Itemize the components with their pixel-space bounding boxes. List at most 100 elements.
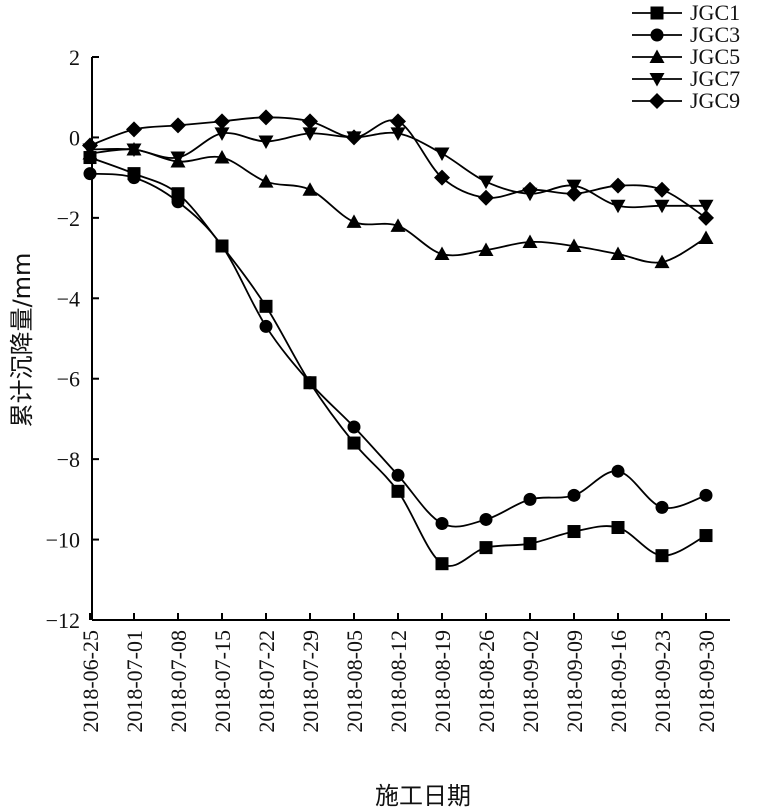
y-tick-label: 2	[69, 45, 80, 70]
point-jgc9-5	[302, 113, 318, 130]
legend-label-jgc7: JGC7	[690, 66, 740, 91]
y-tick-label: −2	[57, 206, 80, 231]
point-jgc1-9	[479, 541, 493, 555]
x-axis-title: 施工日期	[375, 782, 471, 810]
y-tick-label: −12	[46, 608, 80, 633]
y-axis-title: 累计沉降量/mm	[8, 253, 36, 428]
x-tick-label: 2018-09-30	[694, 630, 719, 733]
y-tick-label: −4	[57, 286, 80, 311]
y-tick-label: −6	[57, 367, 80, 392]
point-jgc9-12	[610, 177, 626, 194]
point-jgc3-1	[127, 171, 141, 185]
point-jgc7-5	[302, 127, 318, 141]
legend-label-jgc9: JGC9	[690, 88, 740, 113]
point-jgc3-10	[523, 492, 537, 506]
point-jgc3-3	[215, 239, 229, 253]
point-jgc7-12	[610, 199, 626, 214]
legend-item-jgc5: JGC5	[632, 44, 740, 69]
series-jgc1	[83, 151, 713, 571]
point-jgc1-8	[435, 557, 449, 571]
point-jgc5-9	[478, 242, 494, 257]
legend-item-jgc9: JGC9	[632, 88, 740, 113]
x-tick-label: 2018-09-02	[518, 630, 543, 733]
point-jgc3-0	[83, 167, 97, 181]
x-tick-label: 2018-07-15	[210, 630, 235, 733]
point-jgc9-7	[390, 113, 406, 130]
legend-item-jgc1: JGC1	[632, 0, 740, 25]
series-jgc9	[82, 109, 714, 226]
legend-marker-jgc1	[650, 6, 664, 20]
point-jgc5-12	[610, 246, 626, 261]
point-jgc1-13	[655, 549, 669, 563]
point-jgc7-8	[434, 147, 450, 162]
point-jgc5-7	[390, 218, 406, 232]
point-jgc3-9	[479, 512, 493, 526]
point-jgc3-5	[303, 376, 317, 390]
legend-item-jgc3: JGC3	[632, 22, 740, 47]
legend-label-jgc3: JGC3	[690, 22, 740, 47]
point-jgc5-6	[346, 214, 362, 228]
y-tick-label: 0	[69, 125, 80, 150]
point-jgc7-7	[390, 127, 406, 141]
point-jgc9-1	[126, 121, 142, 138]
point-jgc5-10	[522, 234, 538, 248]
point-jgc1-14	[699, 529, 713, 543]
point-jgc3-7	[391, 468, 405, 482]
x-tick-label: 2018-08-12	[386, 630, 411, 733]
point-jgc1-12	[611, 521, 625, 535]
series-jgc5	[82, 141, 714, 269]
point-jgc7-14	[698, 199, 714, 214]
point-jgc7-13	[654, 199, 670, 214]
point-jgc3-13	[655, 500, 669, 514]
point-jgc1-11	[567, 525, 581, 539]
point-jgc1-4	[259, 299, 273, 313]
series-layer	[82, 109, 714, 571]
point-jgc1-10	[523, 537, 537, 551]
point-jgc9-2	[170, 117, 186, 134]
x-tick-label: 2018-08-05	[342, 630, 367, 733]
point-jgc3-6	[347, 420, 361, 434]
point-jgc5-13	[654, 254, 670, 269]
point-jgc9-4	[258, 109, 274, 126]
legend-label-jgc1: JGC1	[690, 0, 740, 25]
point-jgc9-6	[346, 129, 362, 146]
point-jgc3-8	[435, 516, 449, 530]
legend-item-jgc7: JGC7	[632, 66, 740, 91]
point-jgc7-1	[126, 143, 142, 157]
x-tick-label: 2018-07-29	[298, 630, 323, 733]
x-tick-label: 2018-09-16	[606, 630, 631, 733]
point-jgc7-4	[258, 135, 274, 149]
x-tick-label: 2018-08-19	[430, 630, 455, 733]
x-tick-label: 2018-07-08	[166, 630, 191, 733]
legend-marker-jgc7	[649, 73, 665, 87]
point-jgc3-12	[611, 464, 625, 478]
x-tick-label: 2018-07-22	[254, 630, 279, 733]
y-tick-label: −10	[46, 528, 80, 553]
point-jgc9-3	[214, 113, 230, 130]
x-tick-label: 2018-07-01	[122, 630, 147, 733]
legend-marker-jgc5	[649, 49, 665, 63]
point-jgc5-11	[566, 238, 582, 253]
point-jgc9-11	[566, 185, 582, 202]
point-jgc3-2	[171, 195, 185, 209]
x-tick-label: 2018-08-26	[474, 630, 499, 733]
point-jgc1-7	[391, 484, 405, 498]
point-jgc9-0	[82, 137, 98, 154]
point-jgc3-14	[699, 488, 713, 502]
series-jgc3	[83, 167, 713, 530]
x-tick-label: 2018-06-25	[78, 630, 103, 733]
point-jgc3-11	[567, 488, 581, 502]
point-jgc3-4	[259, 319, 273, 333]
point-jgc9-9	[478, 189, 494, 206]
legend-marker-jgc3	[650, 28, 664, 42]
x-tick-label: 2018-09-23	[650, 630, 675, 733]
point-jgc5-3	[214, 150, 230, 164]
point-jgc9-14	[698, 209, 714, 226]
point-jgc7-9	[478, 175, 494, 190]
point-jgc9-10	[522, 181, 538, 198]
point-jgc7-3	[214, 127, 230, 141]
legend-marker-jgc9	[649, 93, 665, 109]
point-jgc9-13	[654, 181, 670, 198]
